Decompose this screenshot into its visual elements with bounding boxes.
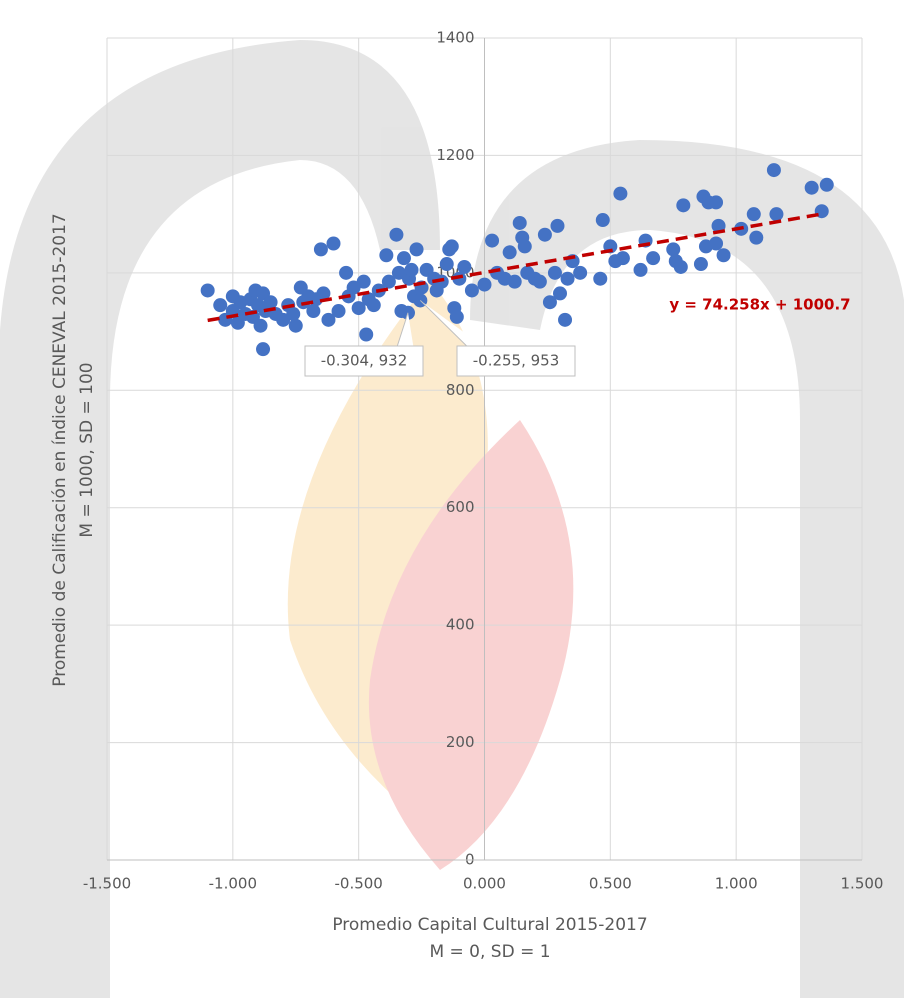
point xyxy=(666,242,680,256)
point xyxy=(717,248,731,262)
point xyxy=(596,213,610,227)
point xyxy=(747,207,761,221)
x-tick-label: 1.000 xyxy=(715,875,758,893)
point xyxy=(805,181,819,195)
callout-label: -0.304, 932 xyxy=(321,352,408,370)
point xyxy=(306,304,320,318)
point xyxy=(694,257,708,271)
callout-label: -0.255, 953 xyxy=(473,352,560,370)
point xyxy=(457,260,471,274)
point xyxy=(478,278,492,292)
point xyxy=(339,266,353,280)
point xyxy=(767,163,781,177)
point xyxy=(289,319,303,333)
x-tick-label: 0.000 xyxy=(463,875,506,893)
point xyxy=(465,283,479,297)
x-tick-label: -1.500 xyxy=(83,875,131,893)
point xyxy=(553,286,567,300)
point xyxy=(450,310,464,324)
point xyxy=(397,251,411,265)
point xyxy=(508,275,522,289)
point xyxy=(538,228,552,242)
point xyxy=(550,219,564,233)
point xyxy=(749,231,763,245)
point xyxy=(518,239,532,253)
point xyxy=(332,304,346,318)
point xyxy=(674,260,688,274)
point xyxy=(485,234,499,248)
point xyxy=(256,342,270,356)
point xyxy=(405,263,419,277)
y-tick-label: 600 xyxy=(446,498,475,516)
x-tick-label: -1.000 xyxy=(209,875,257,893)
point xyxy=(254,319,268,333)
point xyxy=(646,251,660,265)
point xyxy=(561,272,575,286)
y-axis-title: M = 1000, SD = 100 xyxy=(77,362,97,537)
point xyxy=(709,195,723,209)
point xyxy=(213,298,227,312)
point xyxy=(359,328,373,342)
point xyxy=(357,275,371,289)
point xyxy=(676,198,690,212)
point xyxy=(769,207,783,221)
y-tick-label: 800 xyxy=(446,381,475,399)
point xyxy=(379,248,393,262)
point xyxy=(286,307,300,321)
point xyxy=(513,216,527,230)
x-tick-label: 0.500 xyxy=(589,875,632,893)
x-tick-label: -0.500 xyxy=(334,875,382,893)
x-axis-title: M = 0, SD = 1 xyxy=(429,942,550,962)
point xyxy=(503,245,517,259)
point xyxy=(820,178,834,192)
point xyxy=(573,266,587,280)
x-tick-label: 1.500 xyxy=(841,875,884,893)
point xyxy=(593,272,607,286)
point xyxy=(613,187,627,201)
point xyxy=(558,313,572,327)
point xyxy=(410,242,424,256)
point xyxy=(634,263,648,277)
trendline-label: y = 74.258x + 1000.7 xyxy=(669,296,850,314)
y-tick-label: 1200 xyxy=(436,146,474,164)
y-axis-title: Promedio de Calificación en índice CENEV… xyxy=(50,213,70,686)
x-axis-title: Promedio Capital Cultural 2015-2017 xyxy=(332,915,647,935)
point xyxy=(709,237,723,251)
watermark xyxy=(0,40,904,998)
point xyxy=(389,228,403,242)
y-tick-label: 1400 xyxy=(436,29,474,47)
point xyxy=(440,257,454,271)
point xyxy=(327,237,341,251)
point xyxy=(445,239,459,253)
point xyxy=(616,251,630,265)
y-tick-label: 200 xyxy=(446,733,475,751)
point xyxy=(548,266,562,280)
point xyxy=(367,298,381,312)
point xyxy=(201,283,215,297)
point xyxy=(533,275,547,289)
point xyxy=(314,242,328,256)
chart: Promedio Capital Cultural 2015-2017 M = … xyxy=(0,0,904,998)
y-tick-label: 400 xyxy=(446,616,475,634)
